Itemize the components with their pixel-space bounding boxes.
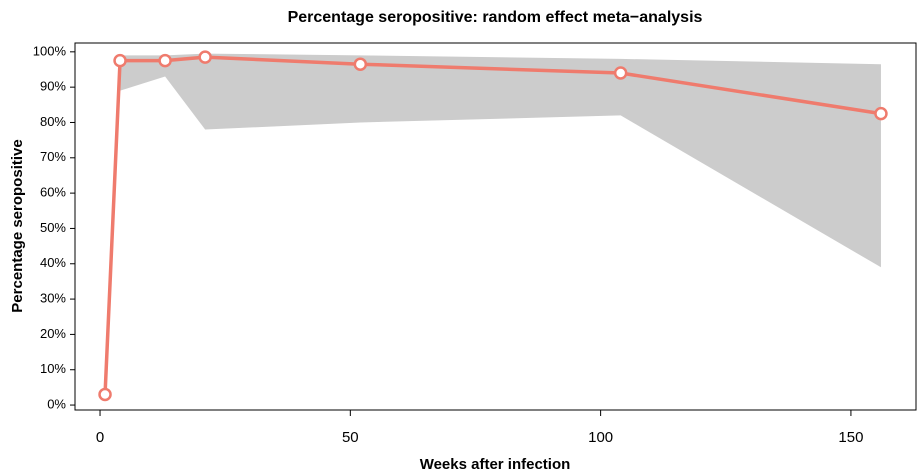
y-tick-label: 90% <box>40 79 66 94</box>
y-tick-label: 50% <box>40 220 66 235</box>
y-axis-label: Percentage seropositive <box>9 139 26 312</box>
point <box>353 57 368 71</box>
y-tick-label: 20% <box>40 326 66 341</box>
x-tick-label: 150 <box>838 429 863 446</box>
x-tick-label: 0 <box>96 429 104 446</box>
point <box>613 66 628 80</box>
point <box>98 387 112 402</box>
x-axis-label: Weeks after infection <box>420 456 571 473</box>
y-tick-label: 60% <box>40 185 66 200</box>
y-tick-label: 0% <box>47 396 66 411</box>
plot-frame <box>74 42 917 411</box>
point <box>158 53 172 68</box>
y-tick-label: 80% <box>40 114 66 129</box>
chart-title: Percentage seropositive: random effect m… <box>288 9 703 26</box>
y-tick-label: 40% <box>40 255 66 270</box>
y-tick-label: 30% <box>40 291 66 306</box>
y-tick-label: 100% <box>33 43 67 58</box>
point <box>874 106 888 121</box>
point <box>198 50 212 64</box>
y-tick-label: 70% <box>40 149 66 164</box>
point <box>113 53 127 68</box>
confidence-band <box>105 53 881 402</box>
x-tick-label: 100 <box>588 429 613 446</box>
x-tick-label: 50 <box>342 429 359 446</box>
y-tick-label: 10% <box>40 361 66 376</box>
